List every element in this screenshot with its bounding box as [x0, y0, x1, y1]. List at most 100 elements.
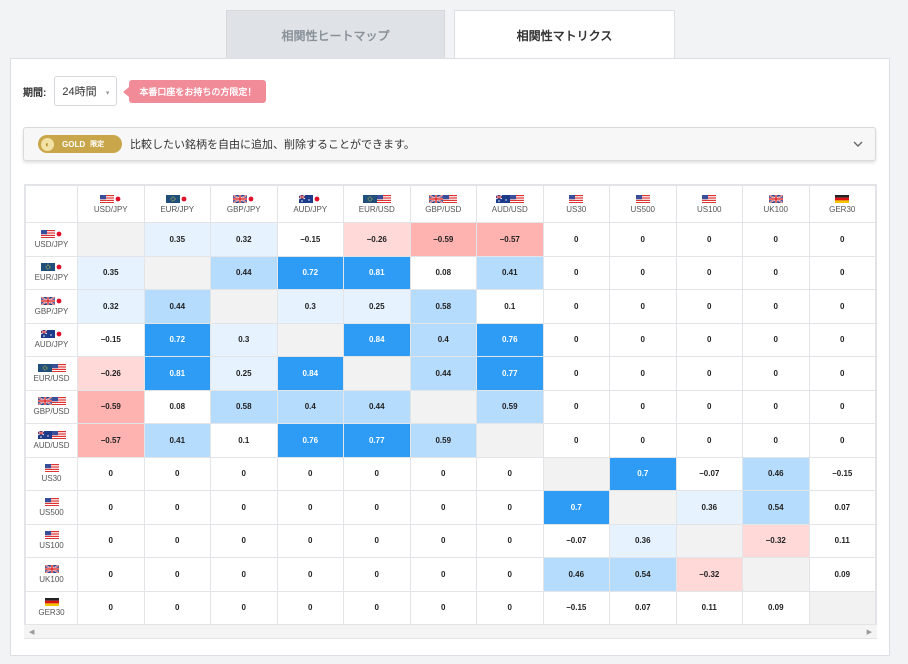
tab-heatmap[interactable]: 相関性ヒートマップ — [226, 10, 445, 59]
diagonal-cell — [343, 356, 411, 391]
column-header-label: US100 — [697, 204, 722, 214]
column-header: AUD/JPY — [276, 185, 344, 223]
flag-icon — [26, 497, 77, 508]
correlation-cell: 0 — [742, 389, 810, 424]
correlation-cell: 0.54 — [609, 557, 677, 592]
row-header: US100 — [25, 523, 78, 558]
correlation-cell: 0.46 — [742, 456, 810, 491]
column-header-label: EUR/JPY — [160, 204, 195, 214]
period-select[interactable]: 24時間 ▾ — [54, 76, 118, 106]
correlation-cell: 0.84 — [343, 322, 411, 357]
column-header-label: EUR/USD — [358, 204, 395, 214]
scroll-right-icon[interactable]: ▶ — [866, 629, 872, 636]
correlation-cell: 0 — [409, 456, 477, 491]
flag-icon — [344, 194, 410, 205]
row-header-label: US100 — [39, 541, 64, 551]
column-header-label: GER30 — [829, 204, 856, 214]
column-header-label: AUD/JPY — [293, 204, 328, 214]
table-row: EUR/USD −0.26 0.81 0.25 0.84 0.44 0.77 0 0 0 0 0 — [25, 356, 876, 391]
correlation-cell: 0 — [476, 590, 544, 625]
correlation-cell: 0.3 — [276, 289, 344, 324]
tab-matrix[interactable]: 相関性マトリクス — [454, 10, 675, 60]
correlation-cell: 0 — [476, 523, 544, 558]
correlation-cell: −0.15 — [542, 590, 610, 625]
column-header: USD/JPY — [77, 185, 145, 223]
correlation-cell: 0.81 — [143, 356, 211, 391]
period-row: 期間: 24時間 ▾ 本番口座をお持ちの方限定！ — [23, 76, 267, 106]
correlation-cell: 0 — [675, 389, 743, 424]
correlation-cell: 0.3 — [210, 322, 278, 357]
correlation-cell: 0 — [409, 557, 477, 592]
diagonal-cell — [276, 322, 344, 357]
chevron-down-icon[interactable] — [851, 137, 865, 151]
correlation-cell: 0.32 — [210, 222, 278, 257]
row-header-label: US500 — [39, 507, 64, 517]
row-header-label: GBP/JPY — [34, 306, 69, 316]
flag-icon — [743, 193, 809, 205]
gold-badge: ◐ GOLD 限定 — [38, 135, 122, 153]
correlation-cell: 0 — [808, 222, 876, 257]
column-header: UK100 — [742, 185, 810, 223]
correlation-cell: 0.25 — [343, 289, 411, 324]
correlation-cell: −0.15 — [276, 222, 344, 257]
correlation-cell: 0 — [542, 389, 610, 424]
correlation-cell: 0 — [343, 490, 411, 525]
column-header: US30 — [542, 185, 610, 223]
correlation-cell: 0 — [476, 456, 544, 491]
correlation-cell: 0.59 — [409, 423, 477, 458]
correlation-cell: 0 — [675, 222, 743, 257]
correlation-cell: 0 — [77, 557, 145, 592]
correlation-cell: 0 — [143, 590, 211, 625]
row-header: UK100 — [25, 557, 78, 592]
correlation-cell: 0.08 — [143, 389, 211, 424]
correlation-cell: 0.84 — [276, 356, 344, 391]
row-header-label: USD/JPY — [34, 239, 69, 249]
correlation-cell: 0.44 — [409, 356, 477, 391]
correlation-cell: 0 — [542, 255, 610, 290]
correlation-cell: 0 — [675, 255, 743, 290]
table-row: US500 0 0 0 0 0 0 0 0.7 0.36 0.54 0.07 — [25, 490, 876, 525]
horizontal-scrollbar[interactable]: ◀ ▶ — [24, 624, 877, 638]
column-header: GBP/JPY — [210, 185, 278, 223]
table-row: AUD/USD −0.57 0.41 0.1 0.76 0.77 0.59 0 0 0 0 0 — [25, 423, 876, 458]
correlation-cell: 0 — [409, 490, 477, 525]
flag-icon — [677, 194, 743, 205]
correlation-table: USD/JPY EUR/JPY GBP/JPY AUD/JPY EUR/USD GBP/U… — [25, 185, 876, 625]
correlation-cell: 0 — [77, 456, 145, 491]
correlation-cell: 0.44 — [210, 255, 278, 290]
correlation-cell: 0 — [343, 590, 411, 625]
correlation-cell: 0 — [143, 557, 211, 592]
correlation-cell: 0 — [742, 322, 810, 357]
gold-description: 比較したい銘柄を自由に追加、削除することができます。 — [130, 139, 415, 151]
correlation-cell: 0.58 — [210, 389, 278, 424]
correlation-cell: 0 — [609, 289, 677, 324]
correlation-cell: 0.36 — [609, 523, 677, 558]
diagonal-cell — [675, 523, 743, 558]
scroll-left-icon[interactable]: ◀ — [29, 629, 35, 636]
flag-icon — [278, 194, 344, 205]
diagonal-cell — [476, 423, 544, 458]
column-header: US500 — [609, 185, 677, 223]
correlation-cell: 0 — [143, 523, 211, 558]
row-header: GBP/USD — [25, 389, 78, 424]
flag-icon — [411, 193, 477, 205]
correlation-cell: 0.09 — [742, 590, 810, 625]
flag-icon — [26, 263, 77, 273]
correlation-cell: 0.08 — [409, 255, 477, 290]
flag-icon — [26, 564, 77, 575]
correlation-cell: 0.58 — [409, 289, 477, 324]
correlation-cell: −0.15 — [808, 456, 876, 491]
flag-icon — [26, 296, 77, 307]
correlation-cell: 0 — [343, 557, 411, 592]
table-row: GBP/USD −0.59 0.08 0.58 0.4 0.44 0.59 0 0 0 0 0 — [25, 389, 876, 424]
tab-bar: 相関性ヒートマップ 相関性マトリクス — [226, 10, 676, 60]
correlation-cell: 0 — [742, 423, 810, 458]
correlation-matrix: USD/JPY EUR/JPY GBP/JPY AUD/JPY EUR/USD GBP/U… — [24, 184, 877, 639]
gold-accordion[interactable]: ◐ GOLD 限定 比較したい銘柄を自由に追加、削除することができます。 — [23, 127, 876, 161]
correlation-cell: 0.76 — [476, 322, 544, 357]
correlation-cell: 0.35 — [77, 255, 145, 290]
correlation-cell: 0 — [409, 590, 477, 625]
matrix-panel: 期間: 24時間 ▾ 本番口座をお持ちの方限定！ ◐ GOLD 限定 比較したい… — [10, 58, 890, 656]
correlation-cell: 0 — [276, 490, 344, 525]
correlation-cell: 0 — [276, 456, 344, 491]
